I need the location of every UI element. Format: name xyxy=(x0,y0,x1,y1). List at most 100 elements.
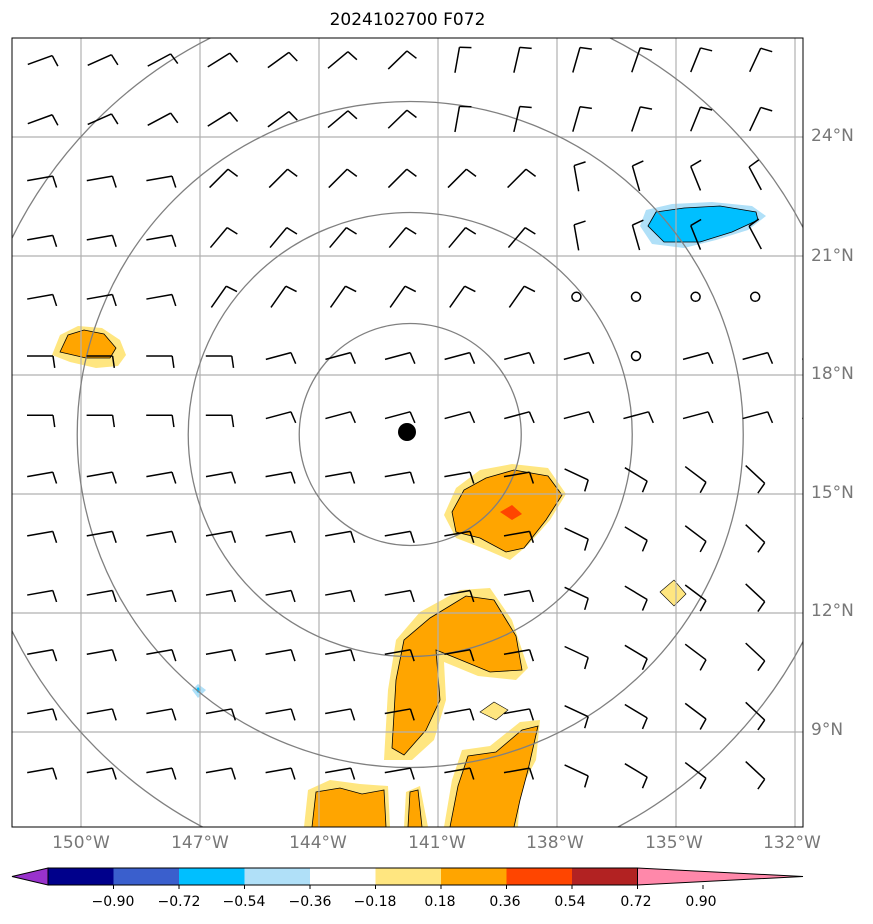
wind-barb-shaft xyxy=(147,112,172,126)
lon-label-150w: 150°W xyxy=(52,833,110,853)
wind-barbs xyxy=(27,46,823,790)
wind-barb-shaft xyxy=(384,351,411,361)
map-title: 2024102700 F072 xyxy=(329,10,486,30)
wind-barb-tick xyxy=(52,590,58,603)
wind-barb-tick xyxy=(231,355,235,368)
colorbar-segment xyxy=(179,868,245,885)
colorbar-tick-1: −0.90 xyxy=(91,894,135,910)
wind-barb-tick xyxy=(171,531,177,543)
wind-barb-tick xyxy=(406,109,417,119)
wind-barb-shaft xyxy=(27,471,53,478)
wind-barb-shaft xyxy=(387,109,408,129)
wind-barb-tick xyxy=(288,111,298,121)
wind-calm-circle xyxy=(690,291,701,303)
wind-barb-tick xyxy=(699,541,707,553)
wind-barb-shaft xyxy=(504,351,530,361)
wind-barb-shaft xyxy=(564,705,589,718)
wind-barb-shaft xyxy=(806,583,823,603)
wind-barb-shaft xyxy=(329,285,347,308)
wind-barb-tick xyxy=(528,531,535,543)
wind-barb-shaft xyxy=(623,411,649,420)
colorbar-tick-9: 0.72 xyxy=(620,894,652,910)
wind-barb-tick xyxy=(287,168,298,177)
wind-barb-shaft xyxy=(146,589,173,596)
wind-barb-shaft xyxy=(87,54,112,66)
wind-barb-shaft xyxy=(806,524,823,544)
wind-barb-shaft xyxy=(325,411,351,420)
wind-barb-shaft xyxy=(267,51,290,69)
wind-barb-tick xyxy=(767,411,774,424)
wind-barb-tick xyxy=(699,777,707,790)
wind-barb-shaft xyxy=(387,50,408,70)
wind-barb-tick xyxy=(815,662,823,671)
wind-barb-shaft xyxy=(806,642,823,662)
lon-label-144w: 144°W xyxy=(289,833,347,853)
wind-barb-shaft xyxy=(802,417,803,420)
wind-barb-shaft xyxy=(270,285,287,308)
wind-barb-shaft xyxy=(564,527,589,540)
wind-barb-shaft xyxy=(325,708,351,715)
wind-barb-shaft xyxy=(745,760,766,780)
wind-barb-tick xyxy=(409,352,416,364)
colorbar-tick-4: −0.36 xyxy=(288,894,332,910)
colorbar-tick-10: 0.90 xyxy=(685,894,717,910)
lon-label-132w: 132°W xyxy=(763,833,821,853)
wind-barb-shaft xyxy=(684,643,707,661)
wind-barb-tick xyxy=(52,235,58,247)
lat-label-9n: 9°N xyxy=(811,720,844,740)
wind-barb-shaft xyxy=(749,107,762,132)
wind-barb-tick xyxy=(588,352,595,364)
wind-barb-shaft xyxy=(444,351,470,361)
wind-barb-shaft xyxy=(209,227,228,249)
wind-barb-shaft xyxy=(513,47,521,73)
wind-barb-tick xyxy=(469,531,475,543)
wind-barb-shaft xyxy=(205,649,232,655)
lon-label-141w: 141°W xyxy=(408,833,466,853)
wind-barb-tick xyxy=(409,708,415,721)
colorbar-tick-3: −0.54 xyxy=(222,894,266,910)
wind-barb-shaft xyxy=(27,649,53,655)
lat-label-12n: 12°N xyxy=(811,601,854,621)
wind-barb-shaft xyxy=(146,471,173,478)
wind-calm-circle xyxy=(630,350,642,362)
wind-barb-shaft xyxy=(86,767,113,774)
wind-barb-tick xyxy=(345,227,357,235)
wind-barb-tick xyxy=(760,106,773,112)
wind-barb-tick xyxy=(404,285,417,293)
wind-barb-tick xyxy=(52,649,58,662)
wind-barb-tick xyxy=(469,767,475,780)
wind-barb-tick xyxy=(227,168,239,177)
wind-barb-tick xyxy=(349,411,356,424)
wind-barb-tick xyxy=(290,531,296,543)
wind-barb-tick xyxy=(525,168,537,177)
wind-barb-tick xyxy=(111,708,117,721)
wind-barb-tick xyxy=(641,599,648,611)
wind-barb-shaft xyxy=(146,708,173,715)
wind-barb-shaft xyxy=(86,649,113,655)
wind-barb-shaft xyxy=(267,110,290,128)
wind-barb-tick xyxy=(757,542,766,553)
wind-barb-tick xyxy=(528,649,535,662)
wind-barb-shaft xyxy=(86,530,113,537)
wind-barb-shaft xyxy=(146,649,173,655)
wind-barb-tick xyxy=(225,285,238,293)
wind-barb-shaft xyxy=(684,702,707,720)
wind-barb-tick xyxy=(583,479,589,492)
wind-barb-shaft xyxy=(745,701,766,721)
wind-barb-shaft xyxy=(27,589,53,596)
lon-label-138w: 138°W xyxy=(526,833,584,853)
colorbar-outline xyxy=(47,867,638,886)
wind-barb-tick xyxy=(632,219,644,226)
wind-barb-shaft xyxy=(265,589,292,596)
wind-barb-shaft xyxy=(809,49,821,72)
wind-barb-shaft xyxy=(384,649,411,655)
wind-barb-shaft xyxy=(690,225,702,250)
wind-barb-shaft xyxy=(384,530,411,537)
wind-barb-tick xyxy=(406,50,417,59)
lon-label-135w: 135°W xyxy=(645,833,703,853)
wind-barb-tick xyxy=(528,708,535,721)
wind-barb-tick xyxy=(290,411,297,424)
wind-barb-tick xyxy=(583,657,589,670)
wind-barb-tick xyxy=(469,708,475,721)
